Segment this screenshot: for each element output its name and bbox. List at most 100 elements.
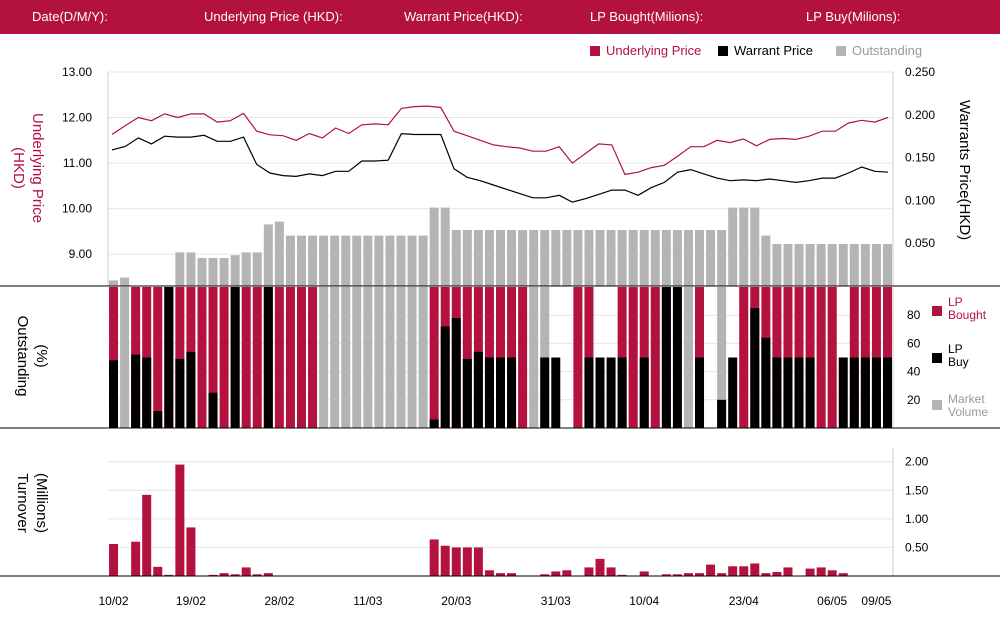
turnover-bar — [816, 567, 826, 576]
lp-bought-bar — [628, 287, 638, 428]
outstanding-bar — [109, 280, 119, 286]
y-axis-label-outstanding: Outstanding — [14, 316, 31, 397]
outstanding-bar — [739, 207, 749, 286]
outstanding-bar — [473, 230, 483, 286]
outstanding-bar — [672, 230, 682, 286]
y-tick-label-warrant: 0.050 — [905, 236, 935, 250]
outstanding-bar — [230, 255, 240, 286]
outstanding-bar — [772, 244, 782, 286]
outstanding-bar — [540, 230, 550, 286]
lp-buy-bar — [186, 351, 196, 428]
lp-bought-bar — [739, 287, 749, 428]
y-tick-label-percent: 40 — [907, 365, 921, 379]
outstanding-bar — [484, 230, 494, 286]
side-legend-lp-buy[interactable]: LP Buy — [932, 343, 1000, 373]
turnover-bar — [761, 573, 771, 576]
outstanding-bar — [639, 230, 649, 286]
lp-buy-bar — [672, 287, 682, 428]
outstanding-bar — [429, 207, 439, 286]
lp-bought-bar — [827, 287, 837, 428]
lp-buy-bar — [440, 326, 450, 428]
market-volume-bar — [363, 287, 373, 428]
outstanding-bar — [827, 244, 837, 286]
turnover-bar — [562, 570, 572, 576]
y-tick-label-percent: 80 — [907, 308, 921, 322]
lp-buy-bar — [595, 357, 605, 428]
lp-bought-bar — [285, 287, 295, 428]
legend-outstanding[interactable]: Outstanding — [836, 43, 922, 58]
market-volume-bar — [717, 287, 727, 428]
legend-underlying[interactable]: Underlying Price — [590, 43, 701, 58]
outstanding-bar — [783, 244, 793, 286]
lp-buy-bar — [695, 357, 705, 428]
turnover-bar — [263, 573, 273, 576]
x-tick-label: 19/02 — [176, 594, 206, 608]
y-tick-label-percent: 20 — [907, 393, 921, 407]
legend-outstanding-swatch — [836, 45, 846, 56]
outstanding-bar — [296, 235, 306, 286]
turnover-bar — [153, 566, 163, 576]
turnover-bar — [838, 573, 848, 576]
market-volume-bar — [374, 287, 384, 428]
x-tick-label: 06/05 — [817, 594, 847, 608]
lp-buy-bar — [661, 287, 671, 428]
y-axis-label-warrant: Warrants Price(HKD) — [956, 100, 973, 240]
turnover-bar — [584, 567, 594, 576]
lp-buy-bar — [131, 354, 141, 428]
lp-bought-bar — [197, 287, 207, 428]
side-legend-lp-buy-swatch — [932, 353, 942, 363]
turnover-bar — [540, 574, 550, 576]
outstanding-bar — [761, 235, 771, 286]
turnover-bar — [695, 573, 705, 576]
turnover-bar — [131, 541, 141, 576]
lp-buy-bar — [761, 337, 771, 428]
outstanding-bar — [595, 230, 605, 286]
lp-buy-bar — [263, 287, 273, 428]
turnover-bar — [672, 574, 682, 576]
legend-warrant-label: Warrant Price — [734, 43, 813, 58]
lp-buy-bar — [496, 357, 505, 428]
outstanding-bar — [208, 258, 218, 286]
lp-buy-bar — [484, 357, 494, 428]
y-tick-label-underlying: 13.00 — [62, 65, 92, 79]
turnover-bar — [639, 571, 649, 576]
outstanding-bar — [794, 244, 804, 286]
lp-bought-bar — [308, 287, 318, 428]
lp-buy-bar — [153, 411, 163, 428]
outstanding-bar — [882, 244, 892, 286]
y-axis-label-underlying: (HKD) — [10, 147, 27, 189]
market-volume-bar — [683, 287, 693, 428]
turnover-bar — [617, 574, 627, 576]
turnover-bar — [142, 494, 152, 576]
outstanding-bar — [573, 230, 583, 286]
outstanding-bar — [241, 252, 251, 286]
turnover-bar — [739, 566, 749, 576]
side-legend-market-volume[interactable]: Market Volume — [932, 393, 1000, 423]
y-tick-label-warrant: 0.150 — [905, 151, 935, 165]
warrant-price-line — [111, 132, 889, 203]
turnover-bar — [241, 567, 251, 576]
info-header-bar: Date(D/M/Y): Underlying Price (HKD): War… — [0, 0, 1000, 34]
turnover-bar — [230, 574, 240, 576]
y-tick-label-turnover: 1.50 — [905, 483, 929, 497]
lp-buy-bar — [750, 308, 760, 428]
lp-bought-bar — [650, 287, 660, 428]
turnover-bar — [717, 573, 727, 576]
outstanding-bar — [407, 235, 417, 286]
lp-bought-bar — [241, 287, 251, 428]
lp-buy-bar — [728, 357, 738, 428]
outstanding-bar — [805, 244, 815, 286]
side-legend-lp-bought[interactable]: LP Bought — [932, 296, 1000, 326]
outstanding-bar — [263, 224, 273, 286]
warrant-price-label: Warrant Price(HKD): — [404, 9, 523, 24]
outstanding-bar — [750, 207, 760, 286]
legend-warrant[interactable]: Warrant Price — [718, 43, 813, 58]
market-volume-bar — [319, 287, 329, 428]
outstanding-bar — [285, 235, 295, 286]
outstanding-bar — [650, 230, 660, 286]
side-legend-lp-bought-swatch — [932, 306, 942, 316]
lp-bought-bar — [274, 287, 284, 428]
lp-buy-bar — [208, 392, 218, 428]
lp-buy-bar — [507, 357, 517, 428]
y-tick-label-percent: 60 — [907, 336, 921, 350]
